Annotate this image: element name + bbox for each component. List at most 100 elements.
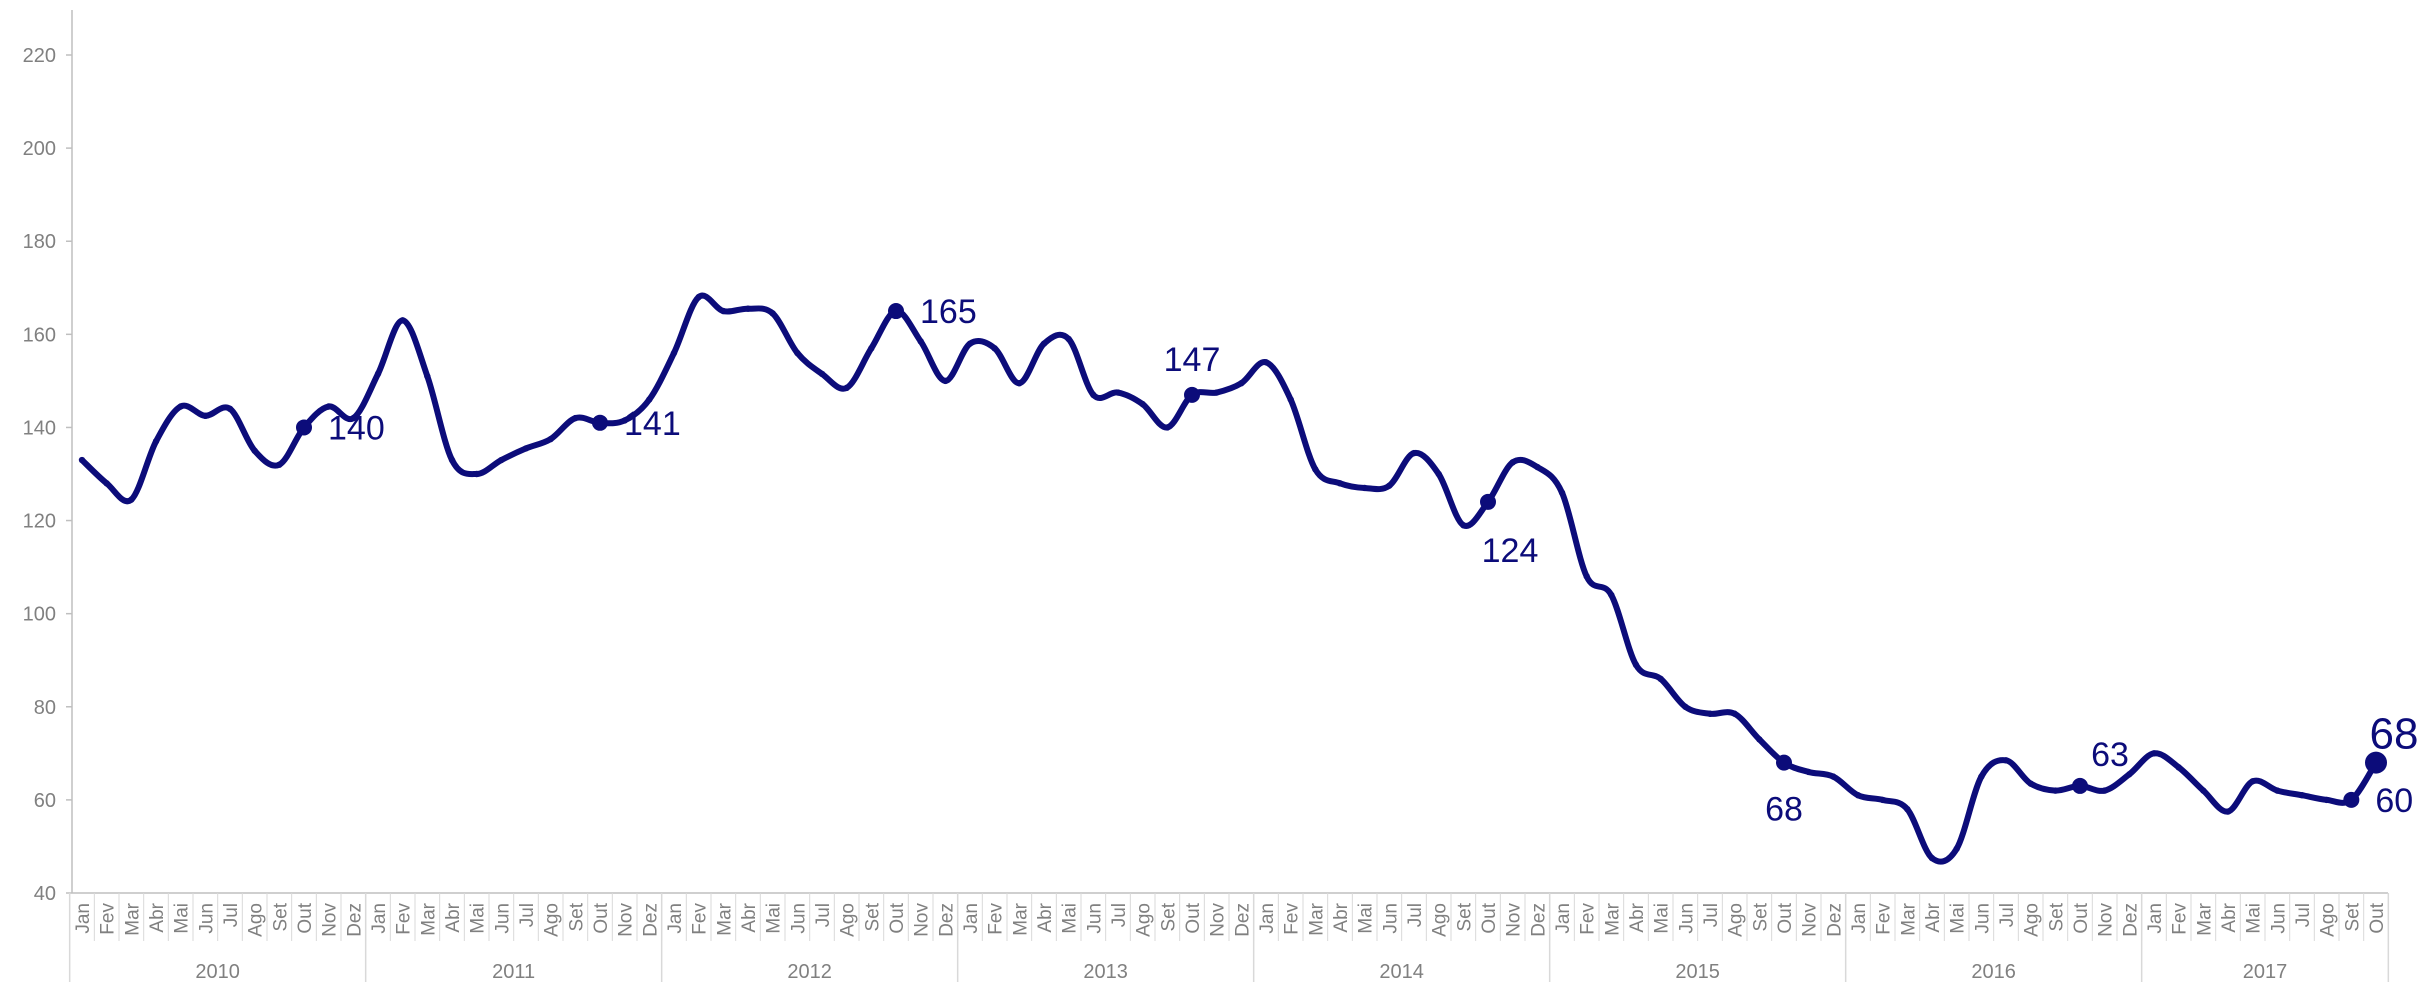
data-point [2323,796,2330,804]
x-tick-label: Out [2367,902,2388,933]
y-tick-label: 140 [23,417,56,439]
x-tick-label: Dez [936,903,957,937]
data-point [522,445,530,452]
data-point [424,373,431,380]
data-label: 140 [328,409,385,447]
data-point [399,317,406,324]
data-point [1287,396,1294,403]
data-point [720,307,727,315]
x-tick-label: Out [887,902,908,933]
x-tick-label: Jul [1109,903,1130,927]
x-tick-label: Set [2046,902,2067,931]
x-tick-label: Out [2071,902,2092,933]
x-tick-label: Jul [517,903,538,927]
data-label: 124 [1482,532,1539,570]
x-tick-label: Abr [739,902,760,932]
data-label: 147 [1164,341,1221,379]
data-label: 165 [920,293,977,331]
data-point [177,403,184,410]
data-point [2274,787,2281,794]
x-tick-label: Abr [1627,902,1648,932]
data-point [2150,750,2158,757]
data-point [1016,380,1023,387]
data-point [251,447,258,454]
x-tick-label: Abr [1331,902,1352,932]
data-point [547,435,554,443]
x-tick-label: Dez [344,903,365,937]
x-tick-label: Jun [1972,903,1993,934]
x-tick-label: Fev [1282,903,1303,935]
x-tick-label: Mar [1898,902,1919,935]
x-tick-label: Jun [788,903,809,934]
data-point [128,496,135,503]
x-tick-label: Mai [1060,903,1081,934]
highlight-point [296,419,312,436]
x-tick-label: Mar [122,902,143,935]
x-tick-label: Jul [221,903,242,927]
highlight-point [2072,777,2088,794]
x-tick-label: Jun [492,903,513,934]
x-tick-label: Out [295,902,316,933]
series-line [79,292,2379,865]
data-label: 63 [2091,736,2129,774]
x-tick-label: Out [591,902,612,933]
data-point [1336,480,1344,487]
y-tick-label: 220 [23,45,56,67]
y-tick-label: 80 [34,697,56,719]
data-point [202,412,209,420]
y-tick-label: 40 [34,883,56,905]
data-point [1435,470,1442,478]
x-tick-label: Ago [1726,903,1747,937]
x-tick-label: Nov [1800,903,1821,937]
data-point [646,396,653,403]
x-tick-label: Mar [1306,902,1327,935]
x-tick-label: Dez [1528,903,1549,937]
data-point [78,456,86,464]
y-tick-label: 60 [34,790,56,812]
data-point [2224,808,2232,815]
x-tick-label: Jun [2268,903,2289,934]
y-tick-label: 160 [23,324,56,346]
highlight-point [1776,754,1792,771]
data-point [1312,466,1319,473]
data-point [103,480,110,487]
x-tick-label: Nov [1208,903,1229,937]
data-point [1040,340,1048,347]
x-tick-label: Jul [1997,903,2018,927]
x-tick-label: Mar [714,902,735,935]
y-tick-label: 100 [23,604,56,626]
data-point [1756,736,1763,743]
data-point [1558,489,1566,496]
highlight-point [888,303,904,320]
data-point [374,370,382,378]
axes [66,10,2390,982]
x-tick-label: Jul [1405,903,1426,927]
x-tick-label: Out [1183,902,1204,933]
data-point [1361,484,1368,492]
data-point [1534,463,1541,471]
data-point [2027,780,2034,787]
data-point [473,470,480,478]
x-tick-label: Mai [1652,903,1673,934]
year-label: 2010 [195,961,240,982]
x-tick-label: Ago [246,903,267,937]
x-tick-label: Mar [418,902,439,935]
highlight-point [592,414,608,431]
data-point [744,305,752,312]
x-tick-label: Jul [1701,903,1722,927]
data-point [2175,764,2182,771]
x-tick-label: Jan [1849,903,1870,934]
x-tick-label: Jan [73,903,94,934]
data-point [1904,806,1911,813]
year-label: 2015 [1675,961,1720,982]
x-tick-label: Nov [2096,903,2117,937]
data-point [769,310,776,317]
data-point [448,456,456,464]
year-label: 2012 [787,961,832,982]
data-point [1830,773,1837,780]
x-tick-label: Abr [147,902,168,932]
x-tick-label: Mai [1356,903,1377,934]
data-point [1410,449,1418,457]
data-label: 141 [624,405,681,443]
x-tick-label: Out [1479,902,1500,933]
